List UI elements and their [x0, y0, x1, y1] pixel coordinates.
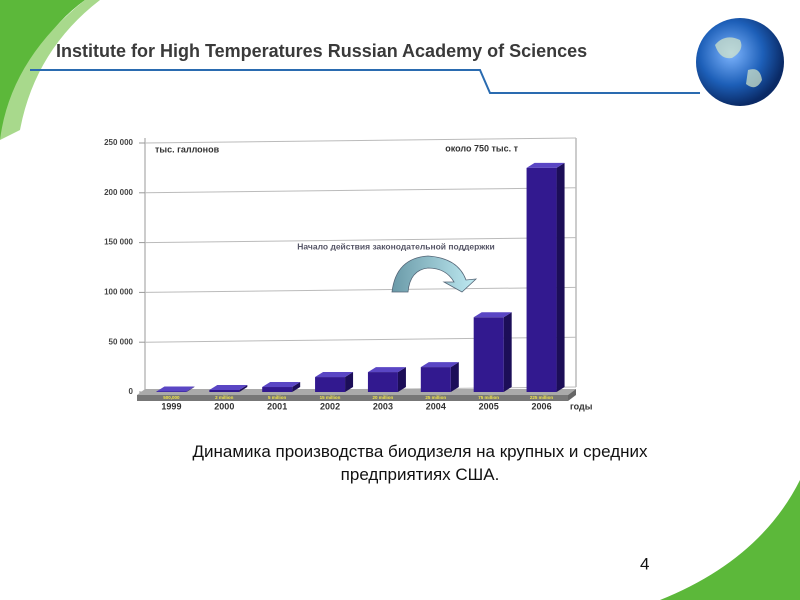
value-label: 225 million [530, 395, 554, 400]
bar-side [292, 382, 301, 392]
x-tick-label: 2003 [373, 401, 393, 411]
bar-top [473, 312, 512, 318]
y-tick-label: 100 000 [104, 288, 133, 297]
floor-side [568, 389, 576, 401]
globe-land [715, 37, 762, 88]
bar-side [345, 372, 354, 392]
bar-side [556, 162, 565, 392]
x-tick-label: 2004 [426, 401, 446, 411]
bar-side [397, 367, 406, 392]
y-tick-label: 50 000 [109, 337, 134, 346]
bar-top [367, 367, 406, 373]
x-tick-label: 2002 [320, 401, 340, 411]
caption: Динамика производства биодизеля на крупн… [160, 440, 680, 486]
arrow-label: Начало действия законодательной поддержк… [297, 241, 494, 251]
x-axis-label: годы [570, 401, 593, 411]
bar [209, 390, 240, 392]
bar-side [186, 386, 195, 392]
bar [420, 367, 451, 392]
bar-top [262, 382, 301, 388]
x-tick-label: 2005 [479, 401, 499, 411]
page-number: 4 [640, 554, 649, 573]
arrow [391, 255, 478, 293]
bar-top [209, 385, 248, 391]
x-tick-label: 1999 [161, 401, 181, 411]
bar [262, 387, 293, 392]
grid-line [144, 237, 577, 244]
corner-swoosh [0, 0, 85, 140]
x-tick-label: 2006 [532, 401, 552, 411]
value-label: 75 million [478, 395, 499, 400]
value-label: 500,000 [163, 395, 180, 400]
annotation: около 750 тыс. т [445, 143, 518, 153]
y-tick-label: 0 [129, 387, 134, 396]
bar-top [315, 372, 354, 378]
unit-label: тыс. галлонов [155, 144, 220, 154]
bar-top [420, 362, 459, 368]
value-label: 5 million [268, 395, 287, 400]
y-tick-label: 200 000 [104, 188, 133, 197]
header-title: Institute for High Temperatures Russian … [56, 41, 587, 61]
x-tick-label: 2001 [267, 401, 287, 411]
bar-top [526, 162, 565, 168]
value-label: 15 million [320, 395, 341, 400]
bar [473, 317, 504, 392]
bar-side [503, 312, 512, 392]
corner-swoosh [0, 0, 100, 140]
value-label: 25 million [425, 395, 446, 400]
floor-top [137, 389, 576, 395]
floor-front [137, 395, 568, 401]
bar [367, 372, 398, 392]
value-label: 20 million [373, 395, 394, 400]
grid-line [144, 286, 577, 293]
value-label: 2 million [215, 395, 234, 400]
header-rule [30, 69, 700, 94]
caption-line: предприятиях США. [340, 465, 500, 484]
bar-side [239, 385, 248, 392]
bar-top [156, 386, 195, 392]
bar [526, 167, 557, 392]
bar [315, 377, 346, 392]
globe [696, 18, 784, 106]
grid-line [144, 187, 577, 194]
bar-side [450, 362, 459, 392]
y-tick-label: 250 000 [104, 138, 133, 147]
corner-swoosh [660, 480, 800, 600]
y-tick-label: 150 000 [104, 238, 133, 247]
caption-line: Динамика производства биодизеля на крупн… [192, 442, 648, 461]
grid-line [144, 137, 577, 144]
x-tick-label: 2000 [214, 401, 234, 411]
